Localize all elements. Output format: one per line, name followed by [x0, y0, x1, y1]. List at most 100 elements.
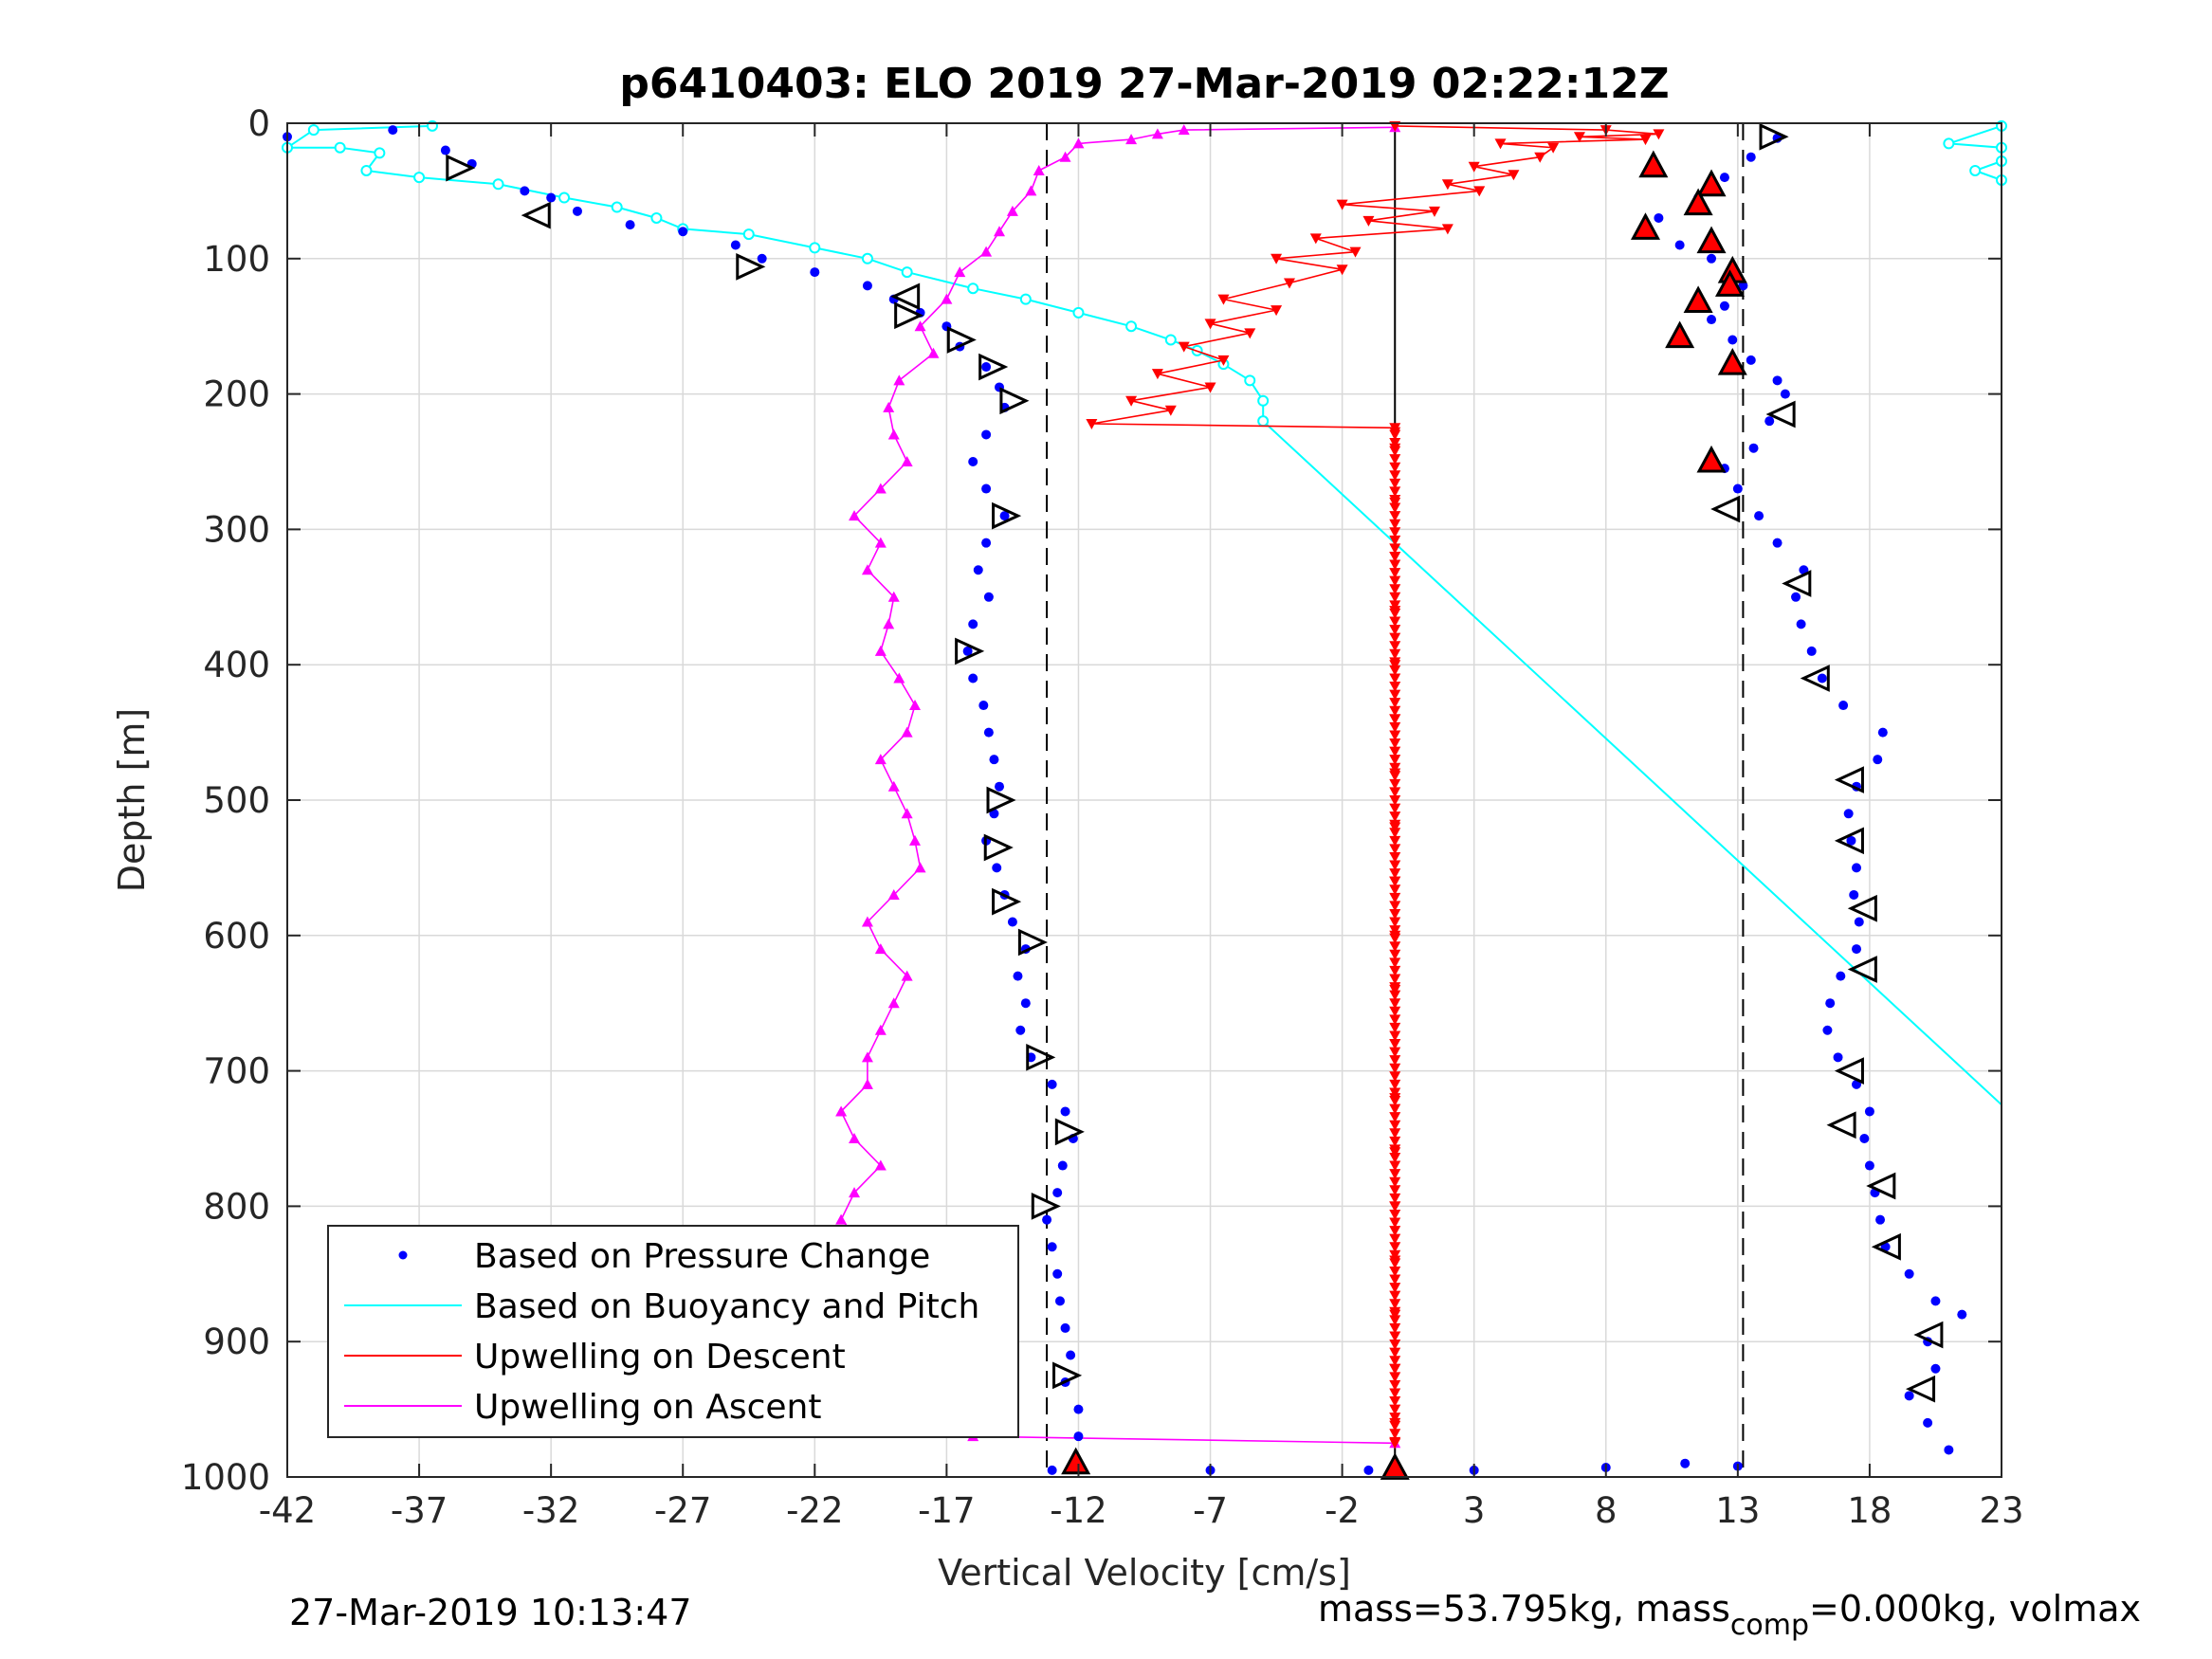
ascent-point — [887, 428, 900, 440]
descent-point — [1389, 982, 1401, 994]
descent-point — [1389, 1079, 1401, 1090]
descent-point — [1389, 1030, 1401, 1042]
descent-marker — [1683, 285, 1713, 313]
descent-point — [1389, 511, 1401, 522]
pressure-point — [989, 755, 999, 765]
descent-marker — [1380, 1452, 1410, 1480]
descent-point — [1389, 1071, 1401, 1083]
descent-point — [1389, 657, 1401, 668]
pressure-point — [1060, 1322, 1070, 1333]
pressure-point — [1877, 727, 1888, 738]
descent-point — [1389, 527, 1401, 538]
descent-marker — [1638, 150, 1669, 178]
buoyancy-point — [558, 191, 571, 204]
footer-mass-sub: comp — [1730, 1609, 1809, 1642]
descent-point — [1389, 1217, 1401, 1229]
pressure-point — [1066, 1350, 1076, 1360]
descent-point — [1389, 1103, 1401, 1115]
descent-point — [1389, 868, 1401, 880]
descent-point — [1389, 1363, 1401, 1375]
pressure-marker — [1017, 928, 1048, 957]
descent-point — [1389, 787, 1401, 798]
descent-point — [1389, 682, 1401, 693]
pressure-point — [1054, 1296, 1065, 1306]
pressure-point — [1873, 755, 1883, 765]
ascent-point — [861, 564, 873, 575]
buoyancy-point — [967, 283, 979, 295]
buoyancy-point — [1257, 415, 1270, 428]
x-tick-label: -7 — [1193, 1490, 1228, 1531]
pressure-marker — [1834, 766, 1864, 793]
descent-point — [1389, 828, 1401, 839]
pressure-point — [1854, 917, 1864, 927]
ascent-point — [874, 537, 887, 548]
descent-marker — [1683, 188, 1713, 216]
ascent-point — [909, 834, 922, 846]
pressure-point — [1042, 1214, 1052, 1225]
descent-point — [1389, 559, 1401, 571]
pressure-point — [1015, 1025, 1026, 1035]
descent-point — [1639, 135, 1652, 146]
buoyancy-point — [1072, 306, 1085, 319]
ascent-point — [901, 808, 913, 819]
pressure-point — [1957, 1309, 1967, 1320]
pressure-point — [981, 362, 992, 373]
pressure-marker — [1866, 1172, 1896, 1200]
descent-point — [1389, 486, 1401, 498]
descent-point — [1178, 341, 1190, 353]
pressure-marker — [1710, 495, 1741, 523]
ascent-point — [980, 246, 993, 257]
pressure-marker — [1826, 1111, 1856, 1139]
buoyancy-point — [413, 172, 426, 184]
pressure-marker — [1847, 956, 1877, 983]
pressure-point — [981, 429, 992, 440]
ascent-point — [883, 618, 895, 629]
pressure-point — [981, 483, 992, 494]
legend-swatch-pressure — [398, 1250, 408, 1260]
ascent-point — [874, 645, 887, 656]
x-tick-label: -2 — [1325, 1490, 1360, 1531]
x-tick-label: -32 — [522, 1490, 579, 1531]
y-tick-label: 700 — [203, 1051, 270, 1092]
descent-point — [1389, 1258, 1401, 1269]
ascent-point — [901, 970, 913, 981]
pressure-marker — [1054, 1118, 1085, 1146]
descent-point — [1389, 705, 1401, 717]
x-tick-label: -17 — [918, 1490, 975, 1531]
descent-point — [1389, 1404, 1401, 1415]
pressure-point — [1864, 1106, 1874, 1117]
descent-point — [1389, 1283, 1401, 1294]
descent-point — [1389, 901, 1401, 912]
descent-point — [1389, 616, 1401, 628]
ascent-point — [861, 916, 873, 927]
ascent-point — [941, 293, 953, 304]
ascent-point — [1059, 151, 1071, 162]
descent-point — [1428, 206, 1440, 217]
descent-point — [1389, 1340, 1401, 1351]
buoyancy-point — [861, 252, 873, 264]
descent-point — [1389, 917, 1401, 928]
y-tick-label: 200 — [203, 374, 270, 415]
descent-point — [1389, 1152, 1401, 1163]
legend-box — [327, 1225, 1019, 1438]
pressure-point — [1930, 1363, 1941, 1374]
ascent-point — [849, 1133, 861, 1143]
descent-point — [1389, 1169, 1401, 1180]
descent-point — [1389, 1022, 1401, 1033]
descent-point — [1389, 1014, 1401, 1026]
ascent-point — [874, 754, 887, 765]
pressure-point — [1859, 1134, 1870, 1143]
pressure-point — [730, 240, 740, 250]
pressure-marker — [955, 637, 985, 665]
pressure-marker — [890, 283, 921, 311]
pressure-point — [1846, 835, 1856, 846]
descent-point — [1389, 1331, 1401, 1342]
descent-point — [1389, 568, 1401, 579]
descent-point — [1389, 1160, 1401, 1172]
x-ticks: -42 -37 -32 -27 -22 -17 -12 -7 -2 3 8 13 18 23 — [259, 123, 2024, 1531]
pressure-point — [1796, 619, 1806, 629]
pressure-point — [1748, 443, 1759, 453]
pressure-marker — [1759, 122, 1789, 151]
pressure-point — [520, 186, 530, 196]
pressure-point — [1073, 1404, 1084, 1414]
